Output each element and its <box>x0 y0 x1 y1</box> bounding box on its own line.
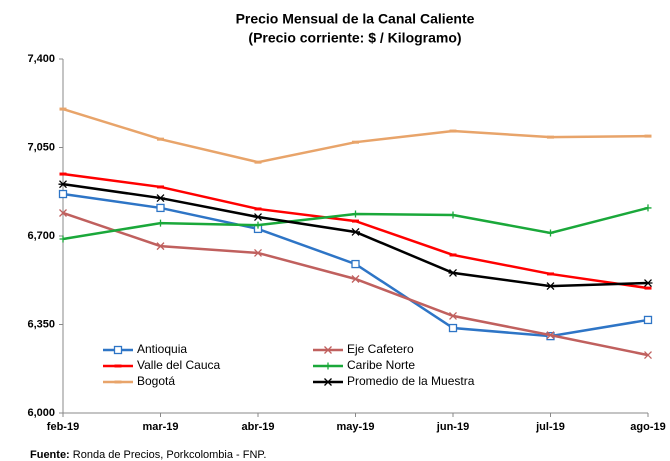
legend-label: Caribe Norte <box>347 358 415 372</box>
series-line <box>62 107 649 164</box>
marker <box>323 378 333 386</box>
marker <box>253 213 263 221</box>
marker <box>59 235 67 243</box>
y-tick-label: 7,050 <box>27 141 55 153</box>
x-tick-label: ago-19 <box>630 421 665 433</box>
y-tick-label: 6,000 <box>27 407 55 419</box>
marker <box>449 211 457 219</box>
marker <box>351 259 360 269</box>
marker <box>254 221 262 229</box>
x-tick-label: mar-19 <box>142 421 178 433</box>
marker <box>643 315 653 325</box>
chart-subtitle: (Precio corriente: $ / Kilogramo) <box>248 30 461 46</box>
marker <box>643 279 653 287</box>
marker <box>547 229 554 237</box>
marker <box>58 180 68 189</box>
marker <box>449 311 457 320</box>
marker <box>324 362 332 370</box>
marker <box>156 242 165 251</box>
marker <box>546 282 555 291</box>
marker <box>351 275 360 283</box>
marker <box>448 323 458 333</box>
y-tick-label: 6,700 <box>27 230 55 242</box>
y-tick-label: 6,350 <box>27 318 55 330</box>
x-tick-label: abr-19 <box>241 421 274 433</box>
x-tick-label: jul-19 <box>535 421 565 433</box>
legend-label: Antioquia <box>137 342 187 356</box>
legend-label: Promedio de la Muestra <box>347 374 475 388</box>
marker <box>644 204 652 212</box>
source-label: Fuente: <box>30 449 70 461</box>
legend-label: Eje Cafetero <box>347 342 414 356</box>
marker <box>324 346 332 354</box>
marker <box>156 203 165 213</box>
x-tick-label: may-19 <box>337 421 375 433</box>
marker <box>254 248 262 257</box>
marker <box>113 345 123 355</box>
marker <box>352 210 359 218</box>
source: Fuente: Ronda de Precios, Porkcolombia -… <box>30 449 266 461</box>
source-text: Ronda de Precios, Porkcolombia - FNP. <box>73 449 267 461</box>
marker <box>58 189 68 199</box>
legend-label: Valle del Cauca <box>137 358 220 372</box>
marker <box>546 331 555 340</box>
chart-title: Precio Mensual de la Canal Caliente <box>236 11 475 27</box>
marker <box>157 219 164 227</box>
legend-label: Bogotá <box>137 374 175 388</box>
marker <box>351 227 360 236</box>
marker <box>59 209 67 217</box>
marker <box>156 194 165 203</box>
marker <box>644 351 652 360</box>
y-tick-label: 7,400 <box>27 53 55 65</box>
x-tick-label: feb-19 <box>47 421 79 433</box>
x-tick-label: jun-19 <box>436 421 469 433</box>
marker <box>448 268 458 277</box>
series-line <box>62 182 649 288</box>
